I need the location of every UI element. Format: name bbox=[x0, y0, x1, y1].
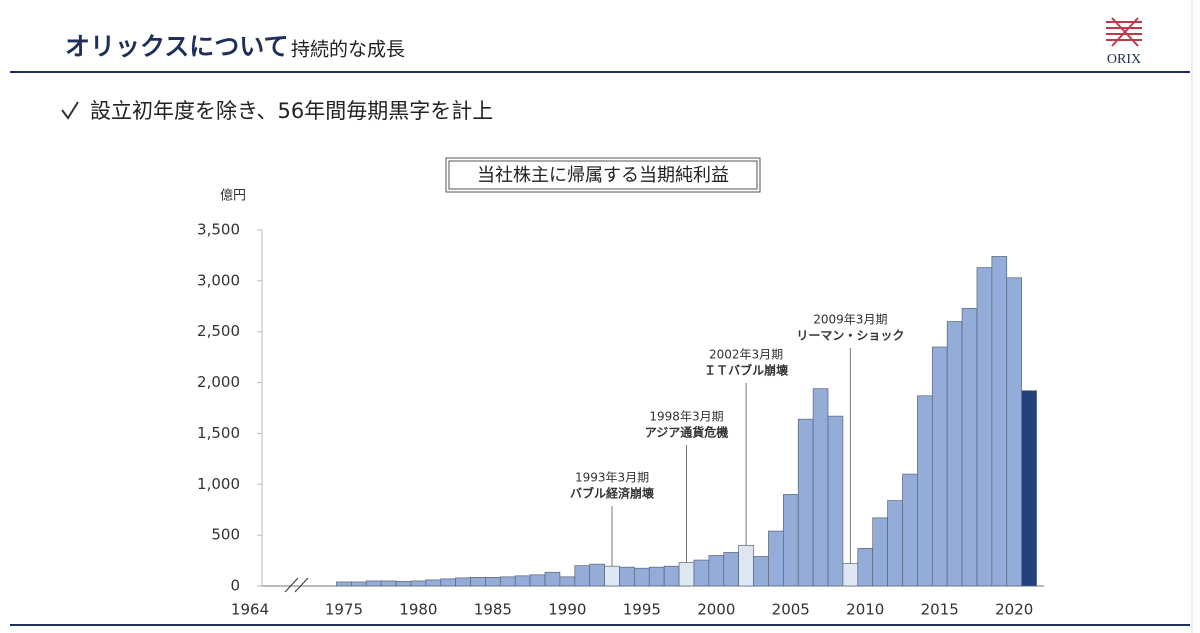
bar bbox=[961, 307, 978, 587]
bar bbox=[708, 555, 725, 587]
bar bbox=[723, 552, 739, 587]
bar bbox=[574, 565, 591, 587]
annotation: アジア通貨危機 bbox=[645, 425, 729, 440]
bar bbox=[827, 415, 844, 587]
x-tick-label: 1980 bbox=[399, 601, 437, 619]
bar bbox=[425, 579, 442, 587]
y-tick-label: 500 bbox=[211, 526, 240, 544]
y-tick-label: 3,500 bbox=[197, 221, 240, 239]
y-tick-label: 3,000 bbox=[197, 271, 240, 289]
chart-title-box-inner bbox=[448, 160, 758, 190]
check-icon bbox=[61, 101, 79, 120]
bar bbox=[976, 267, 993, 587]
annotation: 2009年3月期 bbox=[813, 313, 887, 327]
x-tick-label: 2020 bbox=[995, 601, 1033, 619]
x-tick-label: 2000 bbox=[697, 601, 735, 619]
logo-text: ORIX bbox=[1107, 52, 1141, 67]
y-tick-label: 1,000 bbox=[197, 475, 240, 493]
bar bbox=[336, 581, 352, 587]
y-tick-label: 1,500 bbox=[197, 424, 240, 442]
bar bbox=[678, 562, 695, 587]
bar bbox=[455, 577, 471, 587]
logo-mark bbox=[1106, 17, 1142, 47]
bar bbox=[872, 517, 888, 587]
bar bbox=[753, 556, 769, 587]
bar bbox=[887, 500, 903, 587]
chart-title-box bbox=[445, 157, 761, 193]
x-tick-label: 2005 bbox=[772, 601, 810, 619]
bar bbox=[544, 571, 561, 587]
bar bbox=[604, 565, 620, 587]
bar bbox=[738, 544, 754, 587]
header-subtitle: 持続的な成長 bbox=[291, 39, 405, 61]
bar bbox=[440, 578, 456, 587]
bar bbox=[619, 566, 635, 587]
bar bbox=[514, 575, 531, 587]
bar bbox=[768, 530, 784, 587]
bar bbox=[1021, 390, 1037, 587]
bar bbox=[410, 580, 427, 587]
y-tick-label: 2,500 bbox=[197, 322, 240, 340]
bar bbox=[559, 576, 576, 587]
axis-break bbox=[294, 577, 309, 593]
bar bbox=[842, 563, 859, 587]
annotation: 1993年3月期 bbox=[575, 471, 649, 485]
bar bbox=[812, 388, 829, 587]
annotation: リーマン・ショック bbox=[796, 329, 904, 343]
bar bbox=[946, 321, 963, 587]
bar bbox=[351, 581, 367, 587]
bar bbox=[1006, 277, 1023, 587]
bar bbox=[857, 548, 874, 587]
bar bbox=[485, 577, 501, 587]
bar bbox=[395, 581, 412, 587]
header-title: オリックスについて bbox=[65, 32, 289, 61]
y-tick-label: 2,000 bbox=[197, 373, 240, 391]
x-tick-label: 1964 bbox=[231, 601, 269, 619]
x-tick-label: 1975 bbox=[325, 601, 363, 619]
annotation: バブル経済崩壊 bbox=[570, 486, 655, 501]
bar bbox=[917, 395, 933, 587]
annotation: 2002年3月期 bbox=[709, 348, 783, 362]
bar bbox=[380, 580, 397, 587]
bar bbox=[797, 418, 814, 587]
bar bbox=[663, 565, 680, 587]
bar bbox=[589, 563, 605, 587]
bar bbox=[365, 580, 382, 587]
bar bbox=[529, 574, 546, 587]
x-tick-label: 1995 bbox=[623, 601, 661, 619]
bar bbox=[693, 559, 710, 587]
chart-title: 当社株主に帰属する当期純利益 bbox=[477, 165, 729, 186]
bar bbox=[902, 473, 918, 587]
axis-break bbox=[284, 577, 299, 593]
x-tick-label: 1990 bbox=[548, 601, 586, 619]
bar bbox=[499, 576, 516, 587]
annotation: ＩＴバブル崩壊 bbox=[704, 363, 789, 378]
bar bbox=[991, 256, 1008, 587]
y-tick-label: 0 bbox=[230, 577, 240, 595]
y-unit: 億円 bbox=[220, 188, 246, 204]
x-tick-label: 1985 bbox=[474, 601, 512, 619]
x-tick-label: 2010 bbox=[846, 601, 884, 619]
bullet-text: 設立初年度を除き、56年間毎期黒字を計上 bbox=[90, 99, 493, 123]
annotation: 1998年3月期 bbox=[649, 410, 723, 424]
bar bbox=[931, 346, 948, 587]
bar bbox=[470, 577, 486, 587]
x-tick-label: 2015 bbox=[921, 601, 959, 619]
bar bbox=[648, 566, 665, 587]
bar bbox=[782, 494, 799, 587]
bar bbox=[634, 567, 650, 587]
